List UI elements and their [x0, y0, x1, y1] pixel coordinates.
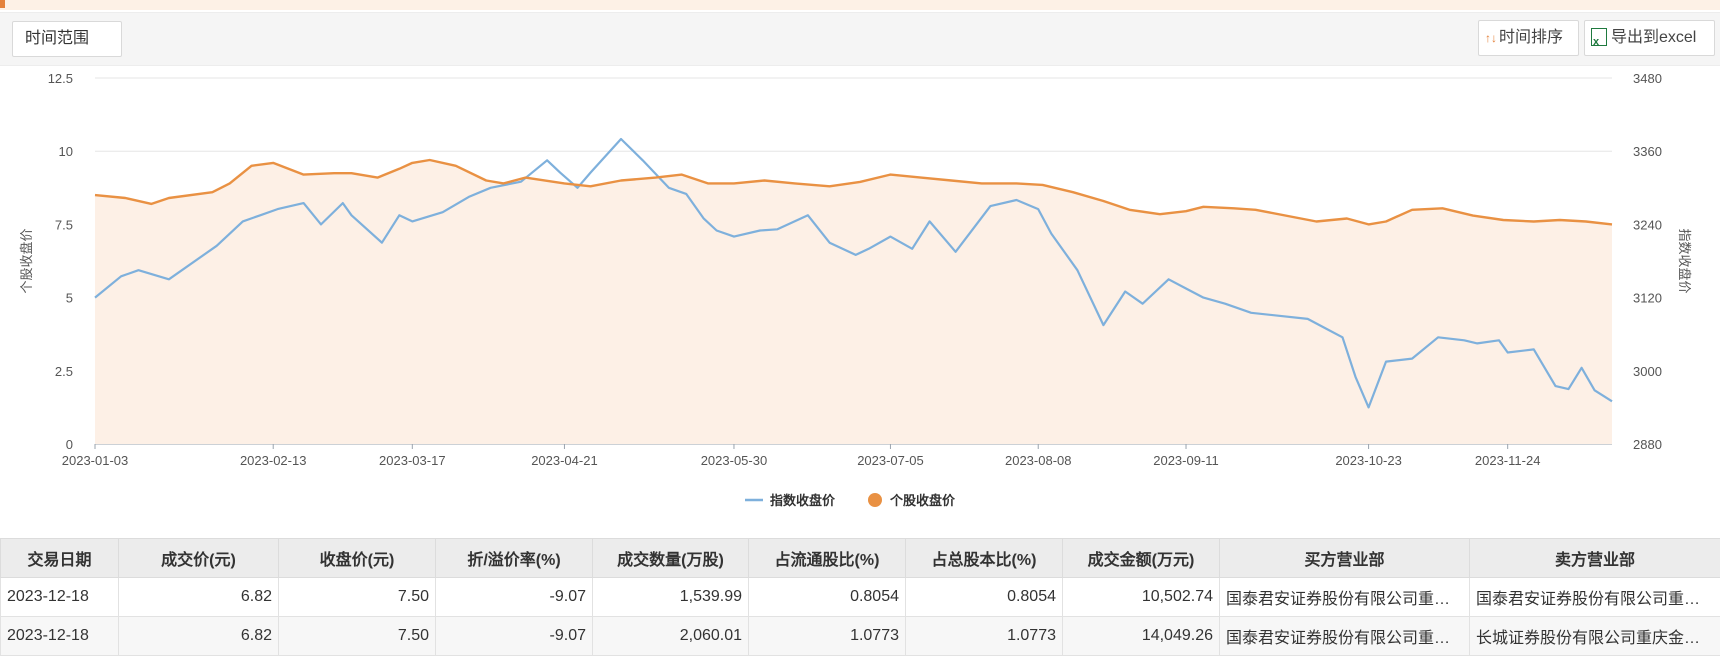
column-header[interactable]: 占总股本比(%) — [906, 539, 1063, 578]
price-chart: 0 2.5 5 7.5 10 12.5 2880 3000 3120 3240 3360 3480 20… — [0, 64, 1720, 534]
table-cell: 6.82 — [119, 617, 279, 656]
export-excel-label: 导出到excel — [1611, 29, 1696, 46]
x-axis-tick-label: 2023-09-11 — [1153, 453, 1219, 468]
right-axis-tick-label: 3000 — [1633, 364, 1662, 379]
left-axis-tick-label: 5 — [66, 291, 73, 306]
table-cell: 2,060.01 — [593, 617, 749, 656]
left-axis-tick-label: 10 — [59, 144, 73, 159]
table-cell: -9.07 — [436, 617, 593, 656]
column-header[interactable]: 折/溢价率(%) — [436, 539, 593, 578]
table-header-row: 交易日期成交价(元)收盘价(元)折/溢价率(%)成交数量(万股)占流通股比(%)… — [1, 539, 1720, 578]
x-axis-tick-label: 2023-10-23 — [1335, 453, 1402, 468]
x-axis-tick-label: 2023-08-08 — [1005, 453, 1072, 468]
left-axis-tick-label: 12.5 — [48, 71, 73, 86]
table-cell: 1.0773 — [906, 617, 1063, 656]
right-axis-tick-label: 3360 — [1633, 144, 1662, 159]
table-cell: 2023-12-18 — [1, 617, 119, 656]
column-header[interactable]: 交易日期 — [1, 539, 119, 578]
table-cell: 1,539.99 — [593, 578, 749, 617]
toolbar: 时间范围 ↑↓时间排序 导出到excel — [0, 12, 1720, 66]
table-cell: 0.8054 — [749, 578, 906, 617]
x-axis-tick-label: 2023-11-24 — [1475, 453, 1541, 468]
x-axis-tick-label: 2023-07-05 — [857, 453, 924, 468]
left-axis-tick-label: 2.5 — [55, 364, 73, 379]
x-axis-tick-label: 2023-04-21 — [531, 453, 598, 468]
x-axis-tick-label: 2023-01-03 — [62, 453, 129, 468]
table-cell: 国泰君安证券股份有限公司重… — [1470, 578, 1720, 617]
table-cell: 1.0773 — [749, 617, 906, 656]
excel-icon — [1591, 28, 1607, 46]
right-axis-tick-label: 3480 — [1633, 71, 1662, 86]
stock-series-area — [95, 160, 1612, 444]
table-cell: 2023-12-18 — [1, 578, 119, 617]
table-cell: 6.82 — [119, 578, 279, 617]
left-axis-tick-label: 7.5 — [55, 217, 73, 232]
time-range-button[interactable]: 时间范围 — [12, 21, 122, 57]
table-cell: 长城证券股份有限公司重庆金… — [1470, 617, 1720, 656]
table-cell: 0.8054 — [906, 578, 1063, 617]
time-sort-label: 时间排序 — [1499, 29, 1563, 46]
column-header[interactable]: 成交价(元) — [119, 539, 279, 578]
accent-mark — [0, 0, 5, 8]
x-axis-tick-label: 2023-02-13 — [240, 453, 307, 468]
table-cell: 7.50 — [279, 578, 436, 617]
sort-icon: ↑↓ — [1485, 31, 1497, 45]
column-header[interactable]: 成交金额(万元) — [1063, 539, 1220, 578]
x-axis-tick-label: 2023-03-17 — [379, 453, 446, 468]
column-header[interactable]: 占流通股比(%) — [749, 539, 906, 578]
table-cell: 7.50 — [279, 617, 436, 656]
export-excel-button[interactable]: 导出到excel — [1584, 20, 1715, 56]
column-header[interactable]: 卖方营业部 — [1470, 539, 1720, 578]
block-trade-table: 交易日期成交价(元)收盘价(元)折/溢价率(%)成交数量(万股)占流通股比(%)… — [0, 538, 1720, 656]
legend-stock-swatch — [868, 493, 882, 507]
column-header[interactable]: 收盘价(元) — [279, 539, 436, 578]
legend-index-label: 指数收盘价 — [770, 493, 836, 508]
table-cell: 10,502.74 — [1063, 578, 1220, 617]
column-header[interactable]: 成交数量(万股) — [593, 539, 749, 578]
right-axis-tick-label: 3120 — [1633, 291, 1662, 306]
table-cell: 国泰君安证券股份有限公司重… — [1220, 578, 1470, 617]
right-axis-tick-label: 2880 — [1633, 437, 1662, 452]
table-cell: -9.07 — [436, 578, 593, 617]
left-axis-title: 个股收盘价 — [19, 228, 34, 293]
column-header[interactable]: 买方营业部 — [1220, 539, 1470, 578]
legend-stock-label: 个股收盘价 — [889, 493, 956, 508]
top-accent-strip — [0, 0, 1720, 10]
right-axis-title: 指数收盘价 — [1677, 228, 1692, 293]
table-cell: 14,049.26 — [1063, 617, 1220, 656]
x-axis-tick-label: 2023-05-30 — [701, 453, 768, 468]
left-axis-tick-label: 0 — [66, 437, 73, 452]
time-sort-button[interactable]: ↑↓时间排序 — [1478, 20, 1579, 56]
right-axis-tick-label: 3240 — [1633, 217, 1662, 232]
table-cell: 国泰君安证券股份有限公司重… — [1220, 617, 1470, 656]
